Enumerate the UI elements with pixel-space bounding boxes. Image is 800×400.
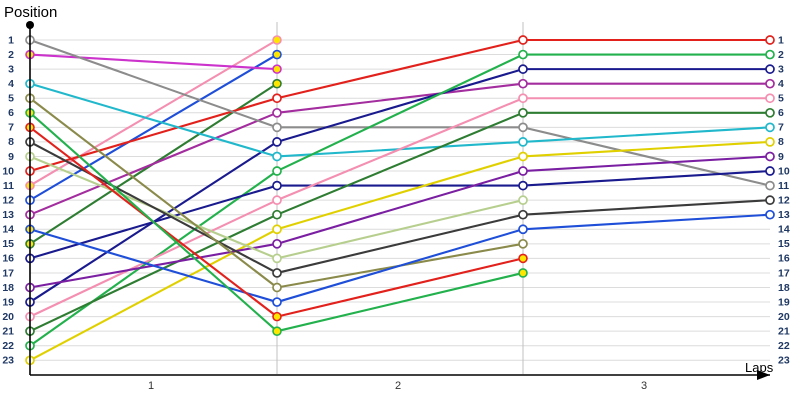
svg-text:11: 11 xyxy=(778,180,789,192)
svg-text:18: 18 xyxy=(2,282,14,294)
svg-text:16: 16 xyxy=(2,253,14,265)
svg-text:22: 22 xyxy=(778,340,790,352)
svg-text:14: 14 xyxy=(2,224,14,236)
svg-text:2: 2 xyxy=(778,49,784,61)
svg-text:11: 11 xyxy=(3,180,14,192)
svg-text:21: 21 xyxy=(2,325,14,337)
svg-text:15: 15 xyxy=(778,238,790,250)
svg-text:3: 3 xyxy=(778,63,784,75)
svg-text:21: 21 xyxy=(778,325,790,337)
svg-text:2: 2 xyxy=(8,49,14,61)
svg-text:13: 13 xyxy=(778,209,790,221)
svg-text:4: 4 xyxy=(778,78,784,90)
svg-text:20: 20 xyxy=(2,311,14,323)
svg-text:23: 23 xyxy=(778,355,790,367)
svg-text:23: 23 xyxy=(2,355,14,367)
svg-text:9: 9 xyxy=(778,151,784,163)
svg-text:22: 22 xyxy=(2,340,14,352)
svg-text:3: 3 xyxy=(8,63,14,75)
svg-text:1: 1 xyxy=(8,34,14,46)
svg-text:9: 9 xyxy=(8,151,14,163)
svg-text:10: 10 xyxy=(778,165,790,177)
svg-text:5: 5 xyxy=(778,93,784,105)
svg-text:10: 10 xyxy=(2,165,14,177)
svg-text:19: 19 xyxy=(778,296,790,308)
svg-text:6: 6 xyxy=(8,107,14,119)
svg-text:7: 7 xyxy=(8,122,14,134)
svg-text:13: 13 xyxy=(2,209,14,221)
svg-text:8: 8 xyxy=(778,136,784,148)
svg-text:14: 14 xyxy=(778,224,790,236)
svg-text:16: 16 xyxy=(778,253,790,265)
svg-text:8: 8 xyxy=(8,136,14,148)
svg-text:12: 12 xyxy=(778,194,790,206)
svg-text:4: 4 xyxy=(8,78,14,90)
svg-text:20: 20 xyxy=(778,311,790,323)
svg-text:12: 12 xyxy=(2,194,14,206)
svg-text:7: 7 xyxy=(778,122,784,134)
svg-text:17: 17 xyxy=(2,267,14,279)
svg-text:6: 6 xyxy=(778,107,784,119)
svg-text:1: 1 xyxy=(778,34,784,46)
svg-text:15: 15 xyxy=(2,238,14,250)
svg-text:19: 19 xyxy=(2,296,14,308)
svg-text:17: 17 xyxy=(778,267,790,279)
svg-text:18: 18 xyxy=(778,282,790,294)
svg-text:5: 5 xyxy=(8,93,14,105)
